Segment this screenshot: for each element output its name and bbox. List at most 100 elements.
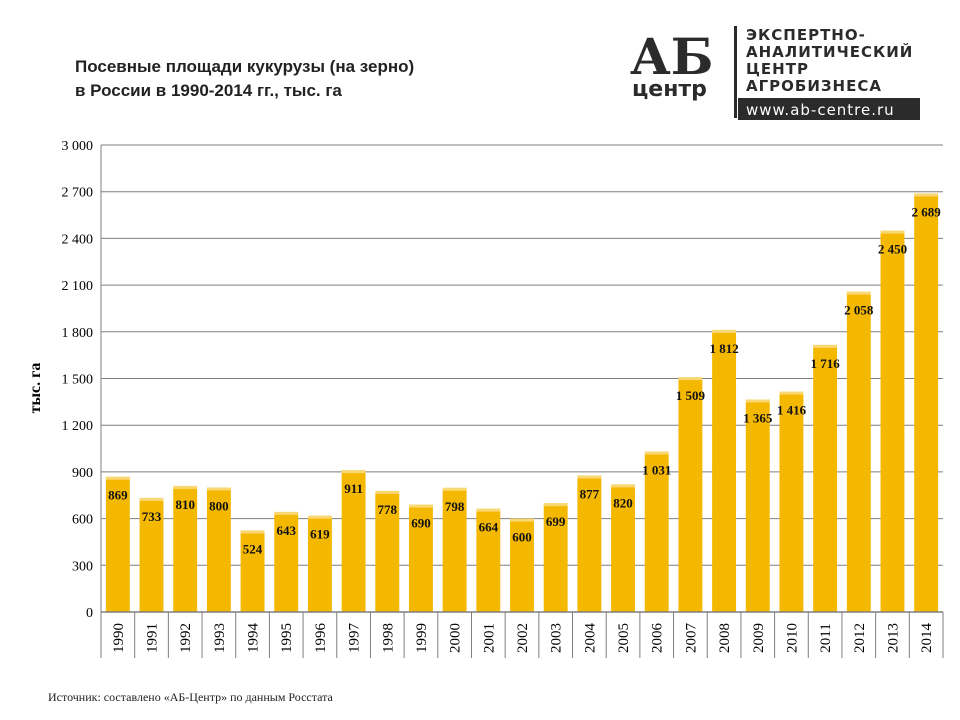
bar-highlight xyxy=(409,504,433,508)
bar-highlight xyxy=(678,377,703,381)
logo-line-4: АГРОБИЗНЕСА xyxy=(746,77,882,95)
bar-highlight xyxy=(611,484,635,488)
bar xyxy=(678,377,703,612)
y-tick-label: 600 xyxy=(72,513,93,528)
x-tick-label: 2014 xyxy=(919,623,935,654)
source-note: Источник: составлено «АБ-Центр» по данны… xyxy=(48,690,333,704)
x-tick-label: 2002 xyxy=(515,623,531,653)
bar xyxy=(745,399,770,612)
x-tick-label: 1996 xyxy=(313,623,329,654)
bar-highlight xyxy=(510,518,534,522)
data-label: 1 716 xyxy=(810,356,840,371)
data-label: 699 xyxy=(546,514,566,529)
x-tick-label: 2008 xyxy=(717,623,733,653)
bar xyxy=(644,451,669,612)
x-tick-label: 2010 xyxy=(784,623,800,653)
logo-mark-bottom: центр xyxy=(632,77,707,102)
x-tick-labels: 1990 1991 1992 1993 1994 1995 1996 1997 1998 1999… xyxy=(111,623,935,654)
x-tick-label: 1993 xyxy=(212,623,228,653)
x-tick-label: 2007 xyxy=(683,623,699,654)
bar xyxy=(206,487,231,612)
bar xyxy=(375,490,400,612)
bar-highlight xyxy=(274,511,299,515)
data-label: 1 031 xyxy=(642,463,671,478)
bar xyxy=(307,515,332,612)
bar-highlight xyxy=(206,487,231,491)
y-tick-labels: 0 300 600 900 1 200 1 500 1 800 2 100 2 400 2 700… xyxy=(62,139,94,621)
x-tick-label: 2013 xyxy=(885,623,901,653)
data-label: 2 689 xyxy=(912,204,942,219)
y-tick-label: 300 xyxy=(72,559,93,574)
y-tick-label: 0 xyxy=(86,606,93,621)
bar xyxy=(813,344,838,612)
bar-highlight xyxy=(240,530,265,534)
bar xyxy=(846,291,871,612)
x-tick-label: 1995 xyxy=(279,623,295,653)
bar xyxy=(105,476,130,612)
x-tick-label: 1994 xyxy=(246,623,262,654)
x-tick-label: 2009 xyxy=(751,623,767,653)
axes xyxy=(100,145,944,658)
data-label: 733 xyxy=(142,509,162,524)
logo-divider xyxy=(734,26,737,118)
data-label: 810 xyxy=(175,497,195,512)
data-label: 524 xyxy=(243,541,263,556)
data-label: 1 416 xyxy=(777,403,807,418)
x-tick-label: 1999 xyxy=(414,623,430,653)
bar xyxy=(409,504,433,612)
y-tick-label: 2 700 xyxy=(62,186,94,201)
chart-title-line1: Посевные площади кукурузы (на зерно) xyxy=(75,57,415,76)
bar xyxy=(880,230,905,612)
ab-centre-logo: АБ центр ЭКСПЕРТНО- АНАЛИТИЧЕСКИЙ ЦЕНТР … xyxy=(630,26,920,120)
bar xyxy=(139,497,164,612)
bar-highlight xyxy=(341,470,366,474)
data-label: 1 509 xyxy=(676,388,706,403)
x-tick-label: 2000 xyxy=(448,623,464,653)
x-tick-label: 2011 xyxy=(818,623,834,652)
data-label: 1 812 xyxy=(709,341,738,356)
bar-highlight xyxy=(476,508,501,512)
data-label: 877 xyxy=(580,486,600,501)
x-tick-label: 2001 xyxy=(481,623,497,653)
bar xyxy=(173,485,198,612)
data-labels: 869 733 810 800 524 643 619 911 778 690 798 664 600 6… xyxy=(108,204,941,556)
data-label: 869 xyxy=(108,488,128,503)
x-tick-label: 2005 xyxy=(616,623,632,653)
data-label: 643 xyxy=(276,523,296,538)
bar-highlight xyxy=(745,399,770,403)
data-label: 2 058 xyxy=(844,303,874,318)
bar-highlight xyxy=(543,503,568,507)
bar xyxy=(274,511,299,612)
bar-chart: 0 300 600 900 1 200 1 500 1 800 2 100 2 400 2 700… xyxy=(27,139,944,658)
x-tick-label: 1992 xyxy=(178,623,194,653)
x-tick-label: 1997 xyxy=(347,623,363,654)
bar-highlight xyxy=(307,515,332,519)
bar-highlight xyxy=(375,490,400,494)
data-label: 798 xyxy=(445,499,465,514)
bar-highlight xyxy=(712,329,737,333)
y-tick-label: 1 200 xyxy=(62,419,94,434)
x-tick-label: 2004 xyxy=(582,623,598,654)
bar xyxy=(779,391,804,612)
data-label: 1 365 xyxy=(743,411,773,426)
x-tick-label: 2012 xyxy=(852,623,868,653)
bar-highlight xyxy=(914,193,939,197)
data-label: 800 xyxy=(209,498,229,513)
x-tick-label: 1990 xyxy=(111,623,127,653)
bar xyxy=(543,503,568,612)
data-label: 690 xyxy=(411,516,431,531)
chart-title: Посевные площади кукурузы (на зерно) в Р… xyxy=(75,55,495,103)
logo-url-band xyxy=(738,98,920,120)
y-tick-label: 900 xyxy=(72,466,93,481)
y-tick-label: 1 500 xyxy=(62,373,94,388)
y-tick-label: 2 400 xyxy=(62,232,94,247)
logo-line-1: ЭКСПЕРТНО- xyxy=(746,26,866,44)
bar-highlight xyxy=(139,497,164,501)
logo-line-3: ЦЕНТР xyxy=(746,60,809,78)
bar-highlight xyxy=(442,487,467,491)
data-label: 820 xyxy=(613,495,633,510)
bar xyxy=(510,518,534,612)
bar-highlight xyxy=(105,476,130,480)
bar-highlight xyxy=(846,291,871,295)
y-tick-label: 2 100 xyxy=(62,279,94,294)
